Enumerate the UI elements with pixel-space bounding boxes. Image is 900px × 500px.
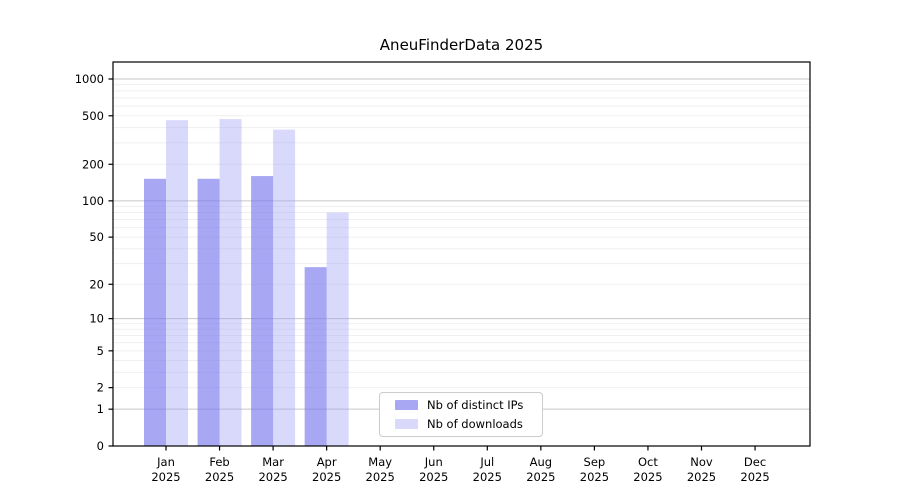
- svg-text:Nov: Nov: [690, 455, 713, 469]
- svg-text:2025: 2025: [633, 470, 662, 484]
- svg-text:2025: 2025: [419, 470, 448, 484]
- legend-item-downloads: Nb of downloads: [395, 417, 542, 431]
- bars-downloads: [166, 119, 349, 446]
- svg-text:Mar: Mar: [262, 455, 284, 469]
- bar-apr-downloads: [326, 212, 349, 446]
- legend-swatch-downloads-icon: [395, 419, 418, 429]
- svg-text:200: 200: [82, 157, 104, 171]
- svg-text:1000: 1000: [75, 72, 104, 86]
- svg-text:Apr: Apr: [317, 455, 337, 469]
- svg-text:2025: 2025: [526, 470, 555, 484]
- svg-text:Oct: Oct: [638, 455, 658, 469]
- svg-text:2025: 2025: [366, 470, 395, 484]
- svg-text:50: 50: [89, 230, 104, 244]
- svg-text:10: 10: [89, 312, 104, 326]
- legend-item-distinct-ips: Nb of distinct IPs: [395, 398, 542, 412]
- svg-text:20: 20: [89, 277, 104, 291]
- legend-label-distinct-ips: Nb of distinct IPs: [427, 398, 524, 412]
- chart-title: AneuFinderData 2025: [379, 36, 544, 54]
- svg-text:Jun: Jun: [424, 455, 443, 469]
- svg-text:2025: 2025: [740, 470, 769, 484]
- bar-jan-ips: [144, 178, 166, 446]
- plot-border: [112, 61, 811, 447]
- bar-feb-downloads: [219, 119, 242, 446]
- legend-swatch-distinct-ips-icon: [395, 400, 418, 410]
- svg-text:Feb: Feb: [209, 455, 229, 469]
- x-tick-labels: Jan2025Feb2025Mar2025Apr2025May2025Jun20…: [151, 455, 769, 484]
- svg-text:2025: 2025: [312, 470, 341, 484]
- svg-text:2025: 2025: [205, 470, 234, 484]
- svg-text:5: 5: [97, 344, 104, 358]
- grid-minor: [113, 84, 810, 389]
- svg-text:1: 1: [97, 402, 104, 416]
- bar-feb-ips: [197, 178, 220, 446]
- x-axis-ticks: [165, 446, 756, 451]
- svg-text:0: 0: [97, 439, 104, 453]
- svg-text:2025: 2025: [151, 470, 180, 484]
- chart-legend: Nb of distinct IPs Nb of downloads: [379, 392, 543, 437]
- y-axis-ticks: [108, 78, 113, 447]
- bars-distinct-ips: [144, 176, 327, 447]
- svg-text:Jan: Jan: [156, 455, 175, 469]
- svg-text:Dec: Dec: [744, 455, 766, 469]
- legend-label-downloads: Nb of downloads: [427, 417, 523, 431]
- svg-text:Jul: Jul: [479, 455, 494, 469]
- bar-mar-downloads: [273, 129, 296, 446]
- svg-text:May: May: [368, 455, 392, 469]
- bar-mar-ips: [251, 176, 274, 447]
- svg-text:500: 500: [82, 109, 104, 123]
- svg-text:2025: 2025: [687, 470, 716, 484]
- y-tick-labels: 0 1 2 5 10 20 50 100 200 500 1000: [75, 72, 104, 453]
- svg-text:Aug: Aug: [530, 455, 552, 469]
- svg-text:Sep: Sep: [584, 455, 606, 469]
- svg-text:2025: 2025: [473, 470, 502, 484]
- bar-jan-downloads: [166, 120, 188, 446]
- svg-text:100: 100: [82, 194, 104, 208]
- svg-text:2025: 2025: [258, 470, 287, 484]
- svg-text:2025: 2025: [580, 470, 609, 484]
- bar-apr-ips: [304, 267, 327, 446]
- svg-text:2: 2: [97, 381, 104, 395]
